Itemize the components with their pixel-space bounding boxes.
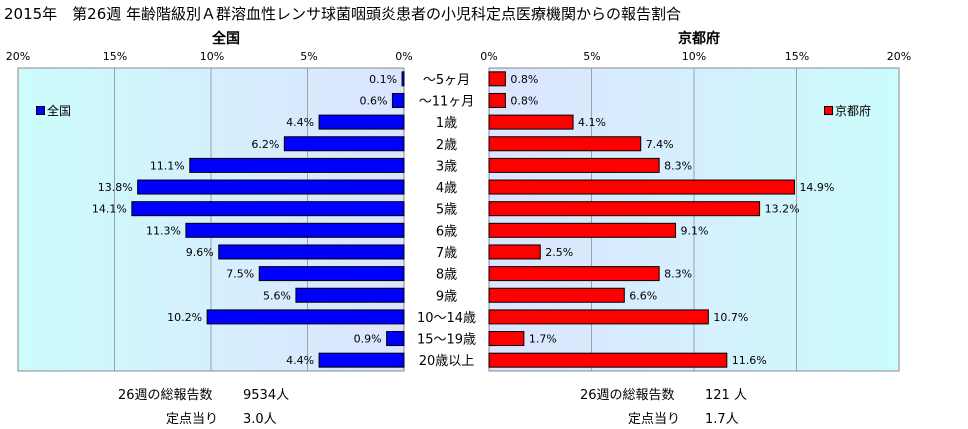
kyoto-value-label: 8.3%: [664, 159, 692, 172]
age-category-label: 2歳: [436, 138, 457, 153]
national-legend: 全国: [36, 102, 71, 119]
kyoto-legend-label: 京都府: [835, 104, 872, 118]
age-category-label: 10～14歳: [417, 311, 476, 326]
national-value-label: 10.2%: [167, 311, 202, 324]
national-value-label: 0.1%: [369, 73, 397, 86]
age-category-label: 3歳: [436, 159, 457, 174]
kyoto-value-label: 0.8%: [510, 73, 538, 86]
age-category-label: 4歳: [436, 181, 457, 196]
national-value-label: 14.1%: [92, 203, 127, 216]
age-category-label: ～11ヶ月: [419, 94, 475, 109]
kyoto-bar: [488, 179, 795, 195]
national-bar: [258, 266, 405, 282]
kyoto-bar: [488, 92, 506, 108]
kyoto-value-label: 6.6%: [629, 289, 657, 302]
national-legend-swatch: [36, 106, 45, 115]
national-x-tick: 20%: [5, 50, 31, 63]
age-category-label: 5歳: [436, 203, 457, 218]
national-value-label: 4.4%: [286, 354, 314, 367]
kyoto-bar: [488, 114, 574, 130]
age-category-label: 9歳: [436, 289, 457, 304]
national-bar: [218, 244, 405, 260]
national-x-tick: 5%: [300, 50, 318, 63]
national-bar: [318, 114, 405, 130]
national-value-label: 5.6%: [263, 289, 291, 302]
kyoto-bar: [488, 157, 660, 173]
kyoto-value-label: 0.8%: [510, 94, 538, 107]
national-total-label: 26週の総報告数: [118, 388, 213, 403]
national-panel-title: 全国: [212, 31, 240, 47]
kyoto-bar: [488, 71, 506, 87]
kyoto-bar: [488, 352, 728, 368]
kyoto-x-tick: 5%: [583, 50, 601, 63]
national-bar: [283, 136, 405, 152]
national-value-label: 4.4%: [286, 116, 314, 129]
national-bar: [295, 287, 405, 303]
age-category-label: 8歳: [436, 268, 457, 283]
kyoto-per-site-value: 1.7人: [705, 412, 739, 427]
kyoto-value-label: 2.5%: [545, 246, 573, 259]
kyoto-bar: [488, 222, 677, 238]
kyoto-bar: [488, 244, 541, 260]
kyoto-x-tick: 20%: [886, 50, 912, 63]
national-bar: [391, 92, 405, 108]
kyoto-value-label: 1.7%: [529, 333, 557, 346]
kyoto-value-label: 7.4%: [646, 138, 674, 151]
kyoto-value-label: 13.2%: [765, 203, 800, 216]
kyoto-bar: [488, 201, 761, 217]
kyoto-value-label: 4.1%: [578, 116, 606, 129]
kyoto-bar: [488, 309, 709, 325]
kyoto-x-tick: 15%: [784, 50, 810, 63]
kyoto-value-label: 10.7%: [713, 311, 748, 324]
kyoto-total-value: 121 人: [705, 388, 747, 403]
national-value-label: 9.6%: [186, 246, 214, 259]
national-per-site-value: 3.0人: [243, 412, 277, 427]
age-category-label: ～5ヶ月: [423, 73, 470, 88]
kyoto-value-label: 14.9%: [799, 181, 834, 194]
national-x-tick: 15%: [102, 50, 128, 63]
kyoto-panel-title: 京都府: [678, 31, 720, 47]
national-value-label: 11.3%: [146, 224, 181, 237]
kyoto-per-site-label: 定点当り: [628, 412, 681, 427]
national-bar: [386, 331, 405, 347]
kyoto-legend: 京都府: [824, 102, 871, 119]
national-legend-label: 全国: [47, 104, 72, 118]
kyoto-total-label: 26週の総報告数: [580, 388, 675, 403]
national-x-tick: 10%: [199, 50, 225, 63]
national-bar: [131, 201, 405, 217]
kyoto-value-label: 11.6%: [732, 354, 767, 367]
age-category-label: 6歳: [436, 224, 457, 239]
age-category-label: 20歳以上: [419, 354, 475, 369]
age-category-label: 1歳: [436, 116, 457, 131]
age-category-label: 7歳: [436, 246, 457, 261]
kyoto-bar: [488, 287, 625, 303]
national-per-site-label: 定点当り: [166, 412, 219, 427]
national-bar: [137, 179, 405, 195]
kyoto-x-tick: 10%: [681, 50, 707, 63]
age-category-label: 15～19歳: [417, 333, 476, 348]
national-bar: [318, 352, 405, 368]
national-total-value: 9534人: [243, 388, 290, 403]
kyoto-bar: [488, 136, 642, 152]
national-value-label: 7.5%: [226, 268, 254, 281]
kyoto-bar: [488, 266, 660, 282]
kyoto-value-label: 8.3%: [664, 268, 692, 281]
national-value-label: 13.8%: [98, 181, 133, 194]
kyoto-legend-swatch: [824, 106, 833, 115]
national-value-label: 0.6%: [359, 94, 387, 107]
national-value-label: 0.9%: [354, 333, 382, 346]
national-x-tick: 0%: [395, 50, 413, 63]
national-value-label: 6.2%: [251, 138, 279, 151]
national-bar: [401, 71, 405, 87]
kyoto-bar: [488, 331, 525, 347]
chart-title: 2015年 第26週 年齢階級別Ａ群溶血性レンサ球菌咽頭炎患者の小児科定点医療機…: [4, 5, 682, 23]
national-bar: [189, 157, 405, 173]
national-value-label: 11.1%: [150, 159, 185, 172]
national-bar: [206, 309, 405, 325]
kyoto-value-label: 9.1%: [681, 224, 709, 237]
kyoto-x-tick: 0%: [480, 50, 498, 63]
national-bar: [185, 222, 405, 238]
